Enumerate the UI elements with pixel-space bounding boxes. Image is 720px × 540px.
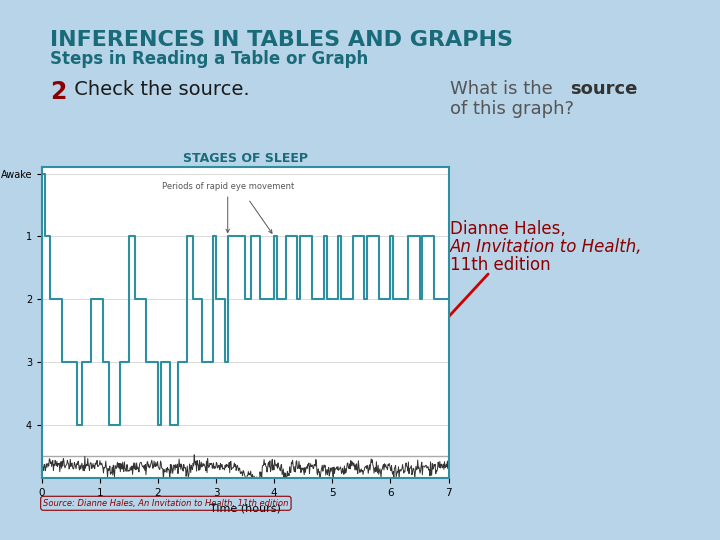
Text: 11th edition: 11th edition	[450, 256, 551, 274]
Text: What is the: What is the	[450, 80, 559, 98]
Text: source: source	[570, 80, 637, 98]
Text: Steps in Reading a Table or Graph: Steps in Reading a Table or Graph	[50, 50, 368, 68]
Title: STAGES OF SLEEP: STAGES OF SLEEP	[183, 152, 307, 165]
X-axis label: Time (hours): Time (hours)	[210, 503, 281, 513]
Text: An Invitation to Health,: An Invitation to Health,	[450, 238, 642, 256]
Text: Periods of rapid eye movement: Periods of rapid eye movement	[161, 183, 294, 233]
Text: INFERENCES IN TABLES AND GRAPHS: INFERENCES IN TABLES AND GRAPHS	[50, 30, 513, 50]
Text: Dianne Hales,: Dianne Hales,	[450, 220, 566, 238]
Text: Source: Dianne Hales, An Invitation to Health, 11th edition: Source: Dianne Hales, An Invitation to H…	[43, 499, 289, 508]
Text: 2: 2	[50, 80, 66, 104]
Text: of this graph?: of this graph?	[450, 100, 574, 118]
Text: Check the source.: Check the source.	[68, 80, 250, 99]
